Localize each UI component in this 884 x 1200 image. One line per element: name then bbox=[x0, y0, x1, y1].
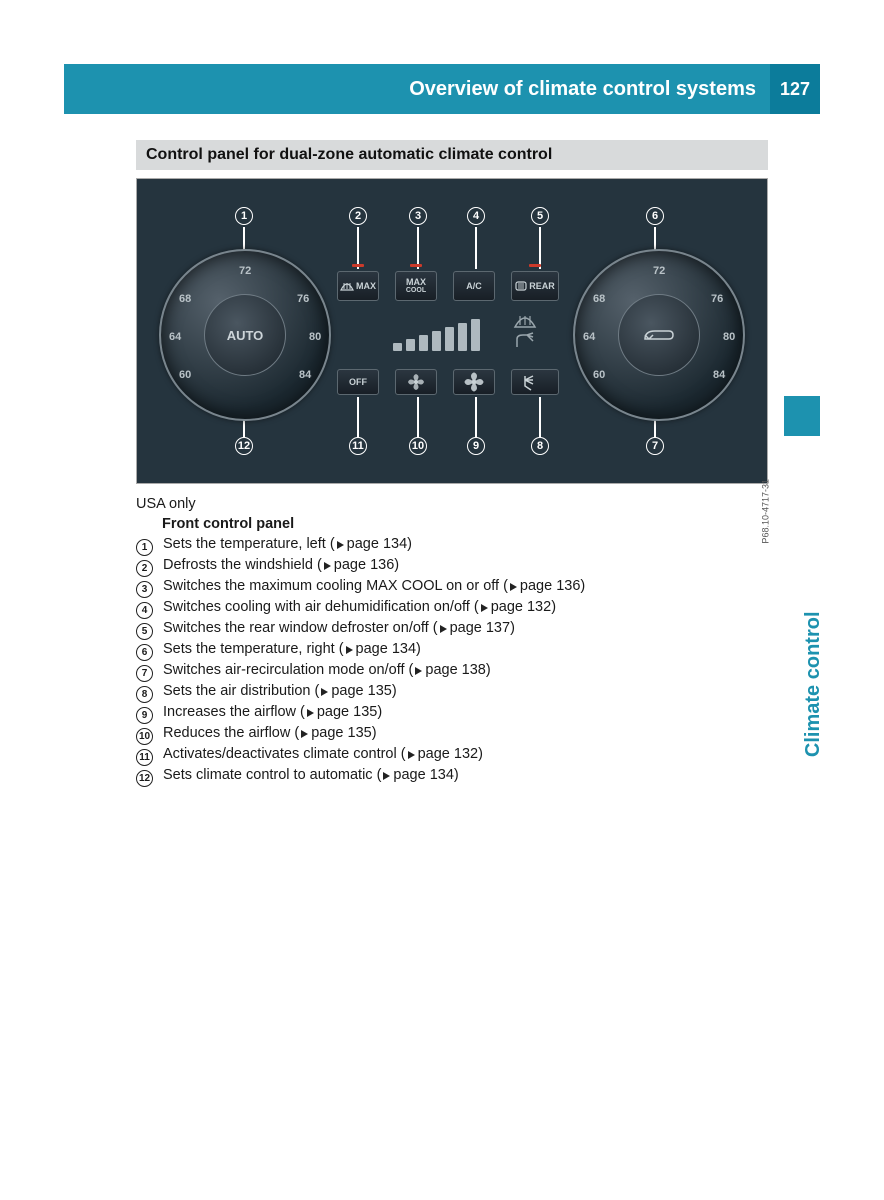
callout-11: 11 bbox=[349, 437, 367, 455]
list-item: 3Switches the maximum cooling MAX COOL o… bbox=[136, 578, 768, 596]
callout-8: 8 bbox=[531, 437, 549, 455]
list-item: 4Switches cooling with air dehumidificat… bbox=[136, 599, 768, 617]
list-item: 5Switches the rear window defroster on/o… bbox=[136, 620, 768, 638]
led-indicator bbox=[529, 264, 541, 267]
callout-7: 7 bbox=[646, 437, 664, 455]
defrost-button: MAX bbox=[337, 271, 379, 301]
page-content: Control panel for dual-zone automatic cl… bbox=[136, 140, 768, 788]
callout-4: 4 bbox=[467, 207, 485, 225]
list-item: 7Switches air-recirculation mode on/off … bbox=[136, 662, 768, 680]
list-item: 12Sets climate control to automatic (pag… bbox=[136, 767, 768, 785]
header-page-number: 127 bbox=[770, 64, 820, 114]
callout-2: 2 bbox=[349, 207, 367, 225]
off-button: OFF bbox=[337, 369, 379, 395]
list-item: 1Sets the temperature, left (page 134) bbox=[136, 536, 768, 554]
header-title: Overview of climate control systems bbox=[64, 64, 770, 114]
air-distribution-button bbox=[511, 369, 559, 395]
list-item: 10Reduces the airflow (page 135) bbox=[136, 725, 768, 743]
region-note: USA only bbox=[136, 496, 768, 512]
led-indicator bbox=[410, 264, 422, 267]
led-indicator bbox=[352, 264, 364, 267]
list-item: 2Defrosts the windshield (page 136) bbox=[136, 557, 768, 575]
footwell-vent-icon bbox=[521, 372, 549, 392]
fan-small-icon bbox=[406, 372, 426, 392]
list-item: 6Sets the temperature, right (page 134) bbox=[136, 641, 768, 659]
auto-button-label: AUTO bbox=[204, 294, 286, 376]
rear-window-icon bbox=[515, 280, 527, 292]
callout-5: 5 bbox=[531, 207, 549, 225]
list-item: 11Activates/deactivates climate control … bbox=[136, 746, 768, 764]
callout-1: 1 bbox=[235, 207, 253, 225]
page-header: Overview of climate control systems 127 bbox=[64, 64, 820, 114]
callout-12: 12 bbox=[235, 437, 253, 455]
callout-10: 10 bbox=[409, 437, 427, 455]
front-panel-subheading: Front control panel bbox=[162, 516, 768, 532]
windshield-defrost-icon bbox=[340, 280, 354, 292]
section-heading: Control panel for dual-zone automatic cl… bbox=[136, 140, 768, 170]
callout-3: 3 bbox=[409, 207, 427, 225]
airflow-decrease-button bbox=[395, 369, 437, 395]
chapter-side-label: Climate control bbox=[803, 612, 826, 758]
recirc-icon bbox=[618, 294, 700, 376]
face-vent-icon bbox=[513, 331, 541, 357]
right-temperature-dial: 60 64 68 72 76 80 84 bbox=[573, 249, 745, 421]
callout-9: 9 bbox=[467, 437, 485, 455]
description-list: USA only Front control panel 1Sets the t… bbox=[136, 496, 768, 785]
airflow-bars bbox=[393, 319, 480, 351]
ac-button: A/C bbox=[453, 271, 495, 301]
climate-panel-figure: P68.10-4717-31 1 2 3 4 5 6 12 11 10 9 8 … bbox=[136, 178, 768, 484]
fan-large-icon bbox=[462, 370, 486, 394]
rear-defrost-button: REAR bbox=[511, 271, 559, 301]
callout-6: 6 bbox=[646, 207, 664, 225]
figure-code: P68.10-4717-31 bbox=[761, 479, 771, 544]
airflow-increase-button bbox=[453, 369, 495, 395]
list-item: 9Increases the airflow (page 135) bbox=[136, 704, 768, 722]
maxcool-button: MAX COOL bbox=[395, 271, 437, 301]
recirculation-icon bbox=[641, 325, 677, 345]
left-temperature-dial: AUTO 60 64 68 72 76 80 84 bbox=[159, 249, 331, 421]
side-tab-marker bbox=[784, 396, 820, 436]
list-item: 8Sets the air distribution (page 135) bbox=[136, 683, 768, 701]
